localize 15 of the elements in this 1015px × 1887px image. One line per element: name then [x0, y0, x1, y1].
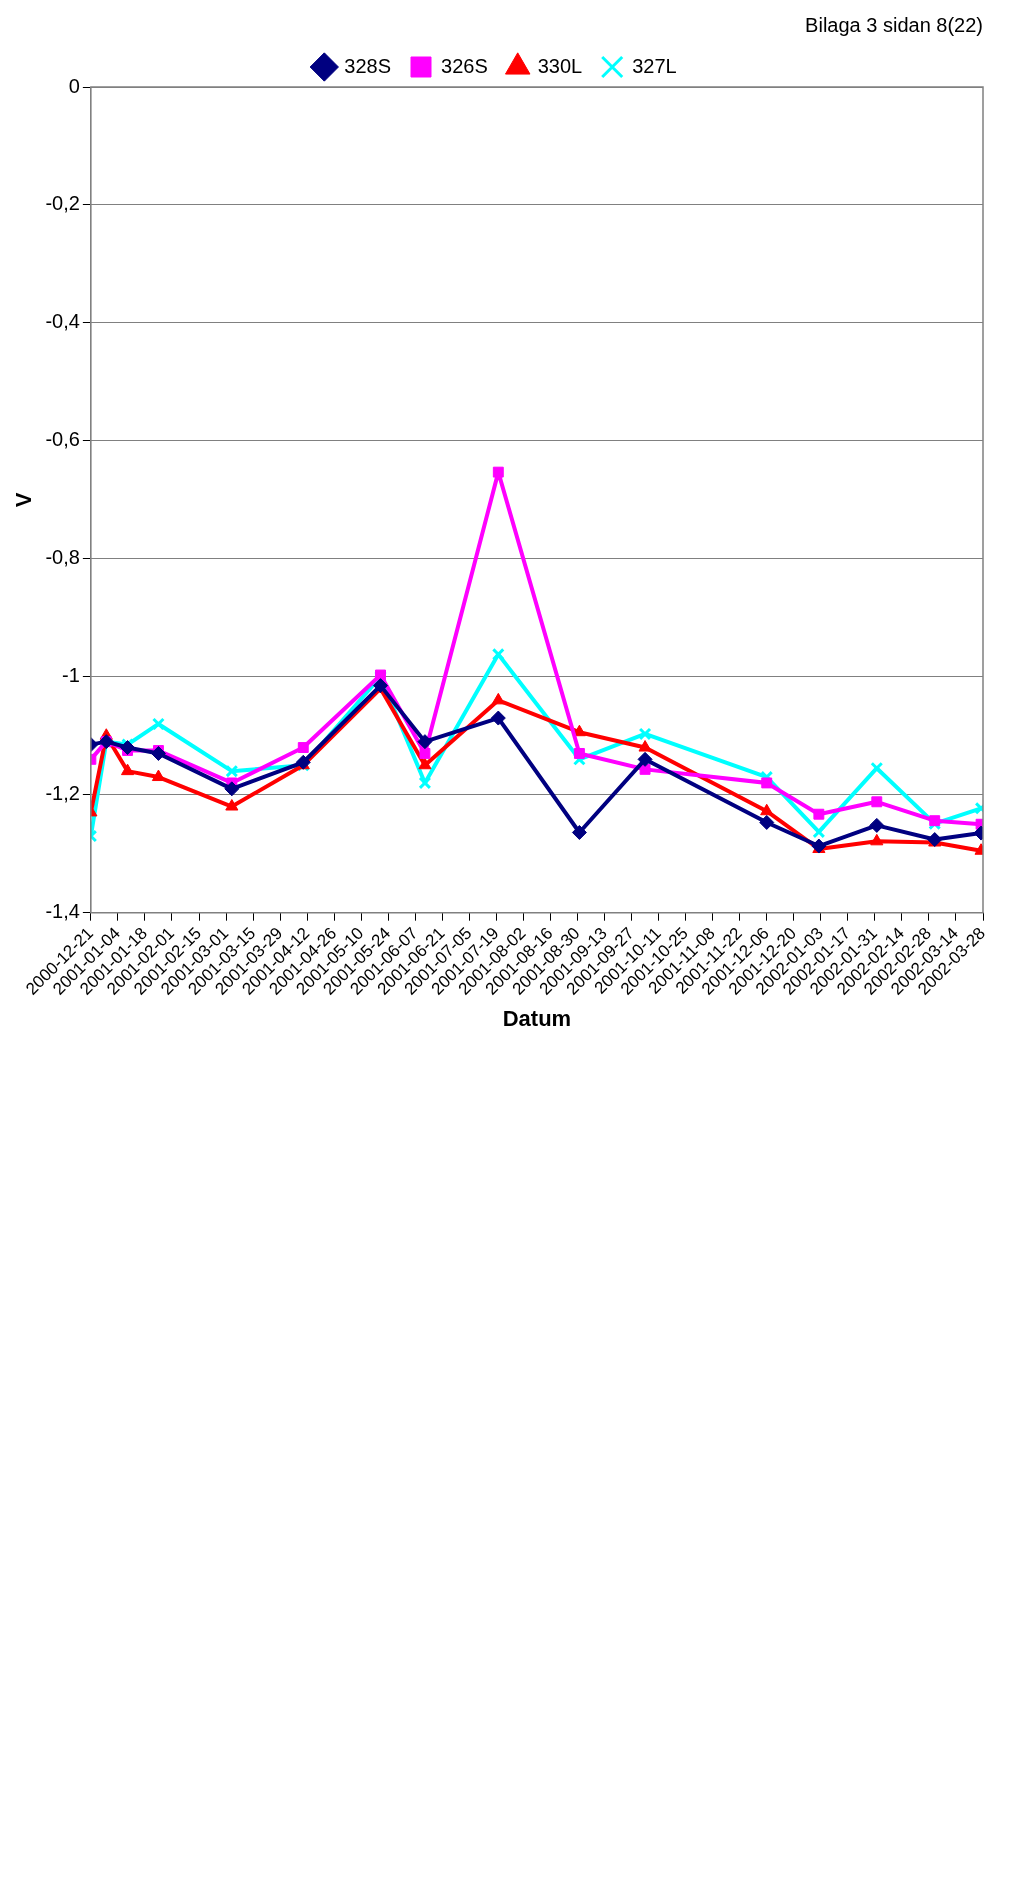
y-tick-label: -0,6 [45, 428, 80, 451]
x-axis-title: Datum [502, 1005, 572, 1031]
y-tick-label: 0 [68, 74, 80, 97]
legend-label: 327L [632, 54, 677, 77]
text: Bilaga 3 sidan 8(22) [804, 13, 984, 37]
y-tick-label: -1 [62, 664, 80, 687]
y-axis-title: V [11, 492, 37, 508]
y-tick-label: -0,4 [45, 310, 80, 333]
y-tick-label: -0,2 [45, 192, 80, 215]
y-tick-label: -1,4 [45, 900, 80, 923]
legend-label: 330L [537, 54, 583, 77]
legend-label: 326S [441, 54, 488, 77]
y-tick-label: -0,8 [45, 546, 80, 569]
legend-label: 328S [344, 54, 392, 77]
y-tick-label: -1,2 [45, 782, 80, 805]
